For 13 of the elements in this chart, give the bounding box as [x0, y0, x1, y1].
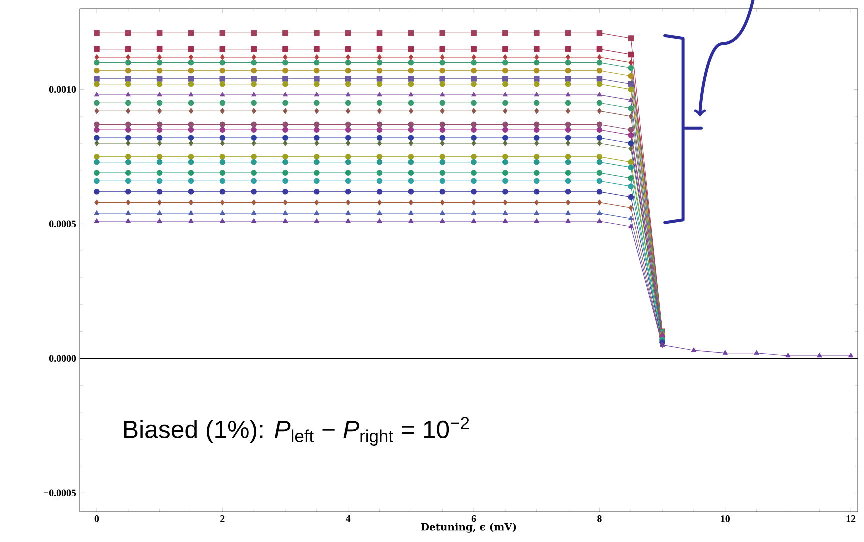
y-tick-label: −0.0005: [44, 490, 76, 497]
y-tick-label: 0.0005: [49, 220, 76, 228]
annotation: Biased (1%): P$_{left}$ − P$_{right}$ = 10$^{−2}$: [124, 417, 470, 446]
x-tick-label: 6: [472, 516, 476, 522]
y-tick-label: 0.0010: [49, 86, 76, 94]
x-tick-label: 8: [598, 516, 602, 522]
x-axis-title: Detuning, ϵ (mV): [421, 523, 516, 533]
x-tick-label: 10: [721, 516, 730, 522]
x-tick-label: 0: [94, 516, 100, 522]
x-tick-label: 4: [346, 516, 351, 522]
y-tick-label: 0.0000: [49, 355, 76, 362]
x-tick-label: 2: [220, 516, 225, 522]
x-tick-label: 12: [846, 516, 856, 522]
